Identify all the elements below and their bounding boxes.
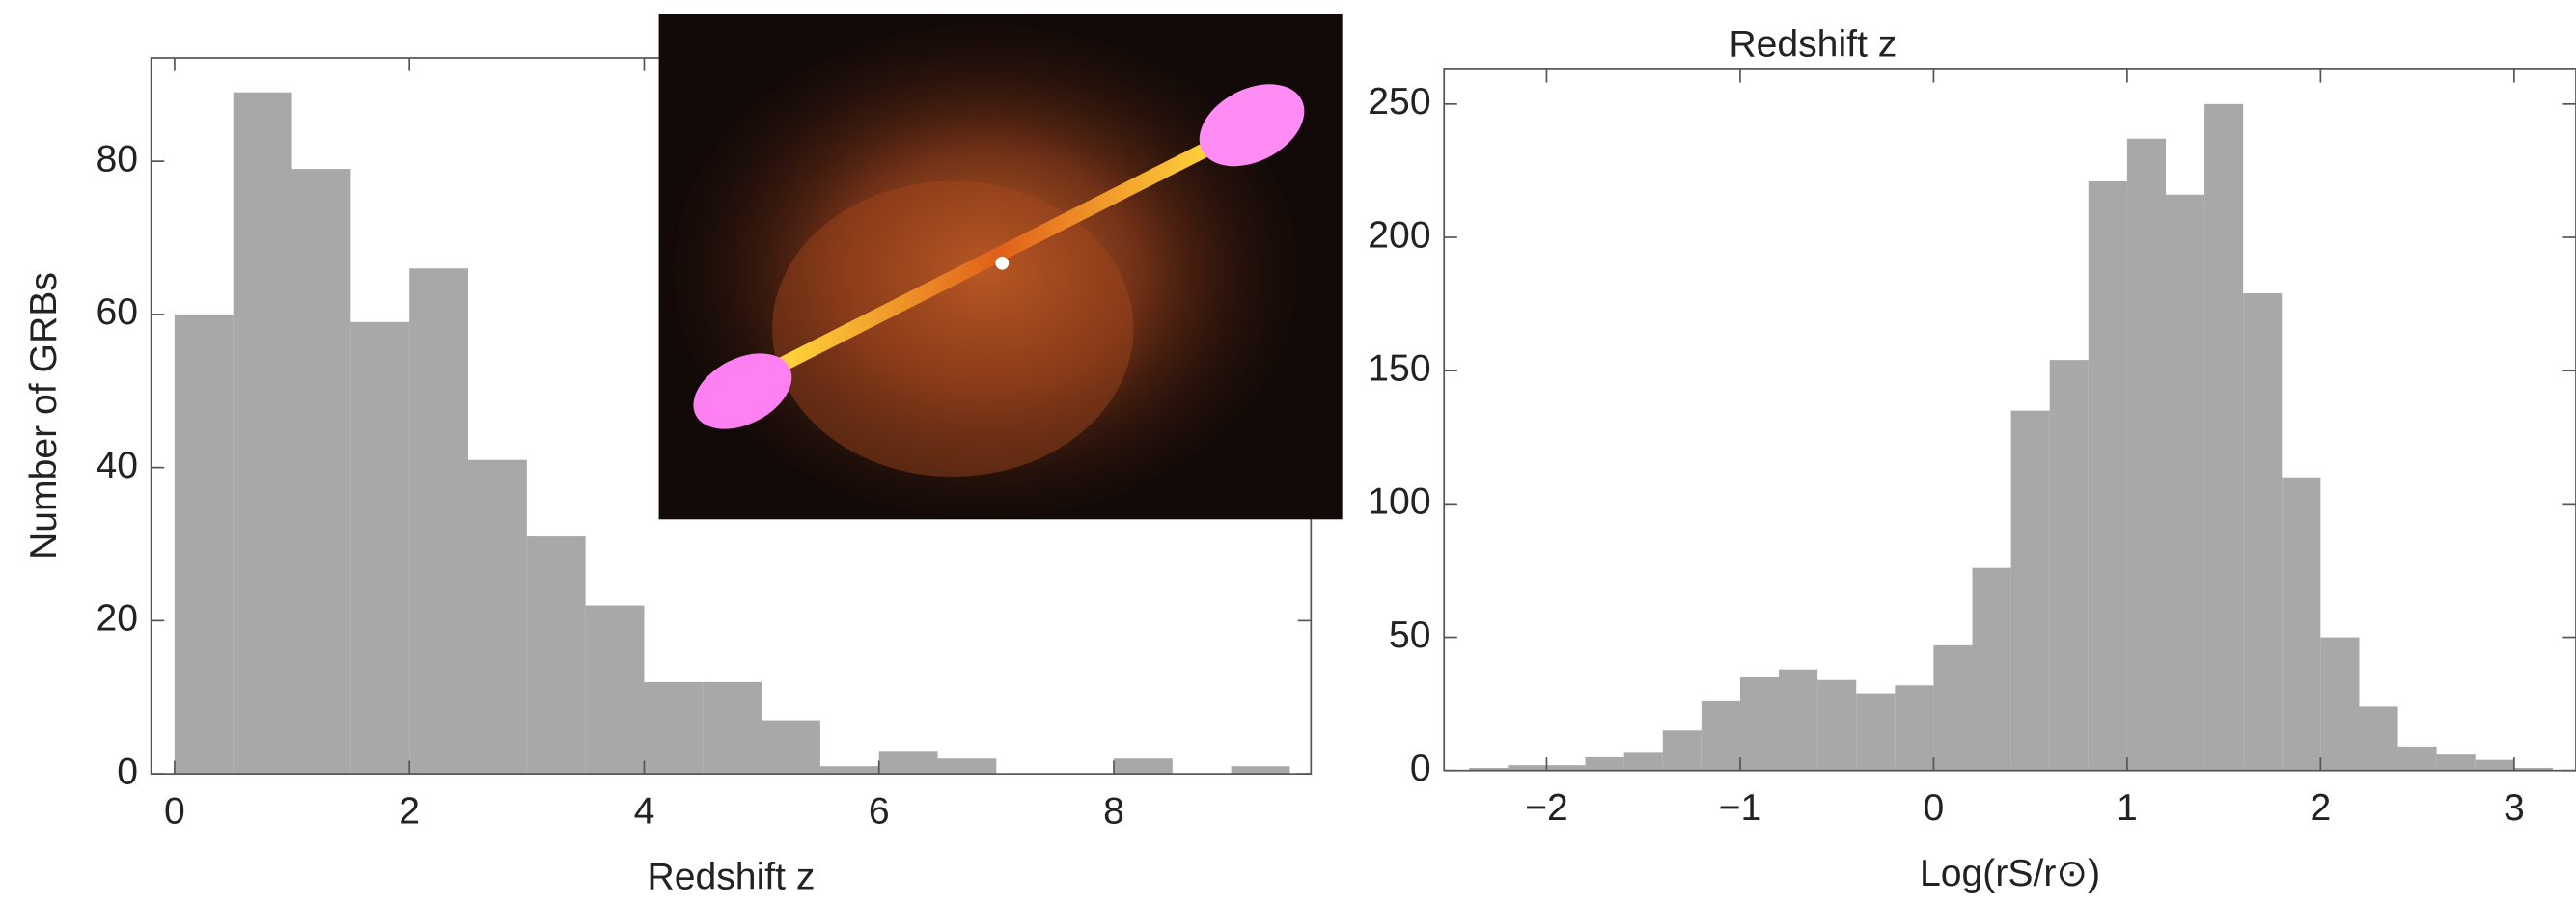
bar <box>1585 756 1624 771</box>
y-tick-label: 20 <box>96 598 138 640</box>
y-tick-label: 150 <box>1368 348 1430 390</box>
plot-frame <box>1443 68 2576 772</box>
bar <box>1623 752 1663 771</box>
bar <box>2513 767 2553 771</box>
bar <box>878 751 938 775</box>
bar <box>233 92 292 775</box>
bar <box>2282 477 2321 771</box>
bar <box>350 321 410 775</box>
bar <box>526 536 586 775</box>
x-tick-label: 2 <box>399 790 420 832</box>
bar <box>2359 706 2398 771</box>
inset-photo <box>658 14 1343 520</box>
bar <box>1856 693 1896 771</box>
bar <box>1662 730 1702 771</box>
bar <box>2049 360 2089 771</box>
x-tick-label: 3 <box>2504 787 2525 829</box>
y-tick-label: 80 <box>96 138 138 179</box>
x-tick-label: 0 <box>164 790 185 832</box>
y-tick-label: 40 <box>96 445 138 486</box>
bar <box>468 459 527 775</box>
bar <box>2126 138 2166 771</box>
bar <box>1508 765 1547 771</box>
bar <box>1469 767 1509 771</box>
bar <box>1933 644 1973 771</box>
x-tick-label: 2 <box>2310 787 2331 829</box>
y-tick-label: 0 <box>117 751 138 792</box>
bar <box>2475 759 2514 771</box>
bar <box>1113 758 1173 775</box>
bar <box>1779 669 1818 771</box>
bar <box>2436 754 2476 771</box>
bar <box>2010 410 2050 771</box>
bar <box>1546 765 1586 771</box>
bar <box>1701 700 1740 771</box>
bar <box>1972 567 2011 771</box>
bar <box>2397 746 2437 771</box>
x-axis-label: Redshift z <box>647 856 815 897</box>
bar <box>937 758 997 775</box>
y-tick-label: 50 <box>1389 615 1431 656</box>
bar <box>585 605 645 775</box>
bar <box>2243 293 2283 771</box>
x-tick-label: −2 <box>1525 787 1568 829</box>
bar <box>1895 685 1934 771</box>
bar <box>2088 180 2127 771</box>
x-tick-label: 0 <box>1924 787 1945 829</box>
x-axis-label: Log(rS/r⊙) <box>1920 853 2100 894</box>
y-tick-label: 60 <box>96 291 138 333</box>
bar <box>2165 194 2205 771</box>
x-tick-label: 8 <box>1103 790 1124 832</box>
bar <box>2204 103 2244 771</box>
x-tick-label: −1 <box>1719 787 1762 829</box>
bar <box>409 268 469 775</box>
y-axis-label: Number of GRBs <box>23 272 65 560</box>
x-tick-label: 6 <box>869 790 890 832</box>
bar <box>819 766 879 775</box>
y-tick-label: 200 <box>1368 214 1430 256</box>
y-tick-label: 250 <box>1368 81 1430 123</box>
bar <box>2320 637 2360 771</box>
bar <box>1817 679 1857 771</box>
bar <box>644 681 704 775</box>
chart-title: Redshift z <box>1729 23 1897 65</box>
bar <box>1739 676 1780 771</box>
bar <box>703 681 762 775</box>
bar <box>174 314 234 775</box>
y-tick-label: 0 <box>1410 748 1431 789</box>
bar <box>1231 766 1290 775</box>
bar <box>291 169 351 775</box>
x-tick-label: 4 <box>634 790 655 832</box>
bar <box>762 720 820 775</box>
x-tick-label: 1 <box>2117 787 2138 829</box>
y-tick-label: 100 <box>1368 481 1430 523</box>
